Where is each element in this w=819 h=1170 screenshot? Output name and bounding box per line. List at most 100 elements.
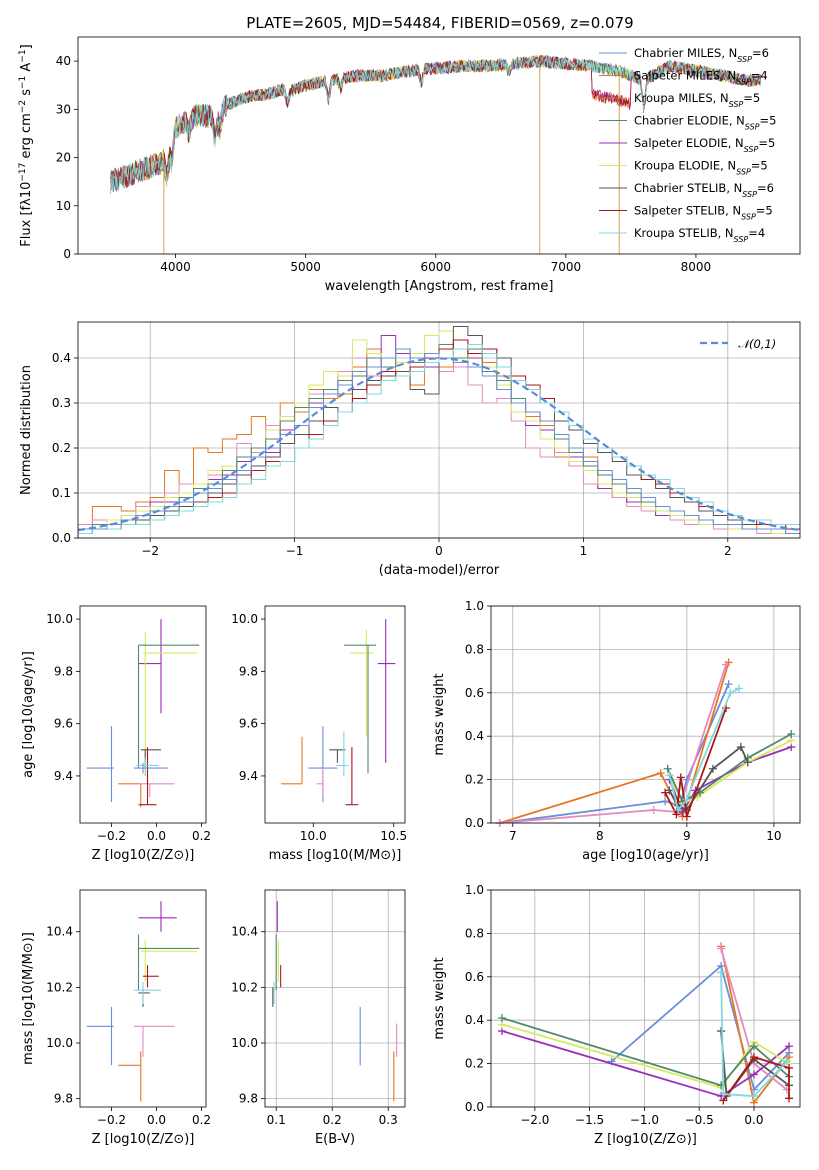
x-tick-label: 7000	[551, 260, 582, 274]
label-part: erg cm	[19, 113, 34, 162]
label-part: =5	[743, 91, 760, 105]
y-tick-label: 0.4	[465, 729, 484, 743]
data-point	[749, 1092, 758, 1101]
data-point	[661, 788, 670, 797]
legend-label: Salpeter STELIB, NSSP=5	[634, 204, 773, 222]
legend-label: Chabrier ELODIE, NSSP=5	[634, 114, 776, 132]
label-part: =5	[758, 136, 775, 150]
y-tick-label: 9.8	[54, 664, 73, 678]
axes-frame	[79, 889, 207, 1108]
x-tick-label: 0.0	[147, 1113, 166, 1127]
data-point	[678, 808, 687, 817]
data-point	[717, 944, 726, 953]
legend-label: Kroupa STELIB, NSSP=4	[634, 226, 765, 244]
weight-line	[666, 733, 792, 803]
label-part: Chabrier MILES, N	[634, 46, 737, 60]
legend-label: 𝒩(0,1)	[738, 337, 776, 351]
data-point	[749, 1042, 758, 1051]
label-part: Kroupa ELODIE, N	[634, 159, 736, 173]
x-tick-label: −1.0	[630, 1113, 659, 1127]
histogram-step	[78, 348, 800, 538]
y-tick-label: 0.4	[465, 1013, 484, 1027]
label-part: Salpeter ELODIE, N	[634, 136, 744, 150]
x-axis-label: age [log10(age/yr)]	[582, 848, 709, 863]
y-tick-label: 0.6	[465, 970, 484, 984]
y-tick-label: 0.6	[465, 686, 484, 700]
label-part: Salpeter MILES, N	[634, 69, 736, 83]
data-point	[649, 805, 658, 814]
y-tick-label: 9.6	[54, 717, 73, 731]
label-part: SSP	[734, 235, 749, 244]
data-point	[708, 764, 717, 773]
data-point	[719, 1089, 728, 1098]
x-axis-label: mass [log10(M/M⊙)]	[269, 848, 402, 863]
y-tick-label: 9.8	[239, 1092, 258, 1106]
y-tick-label: 9.8	[239, 664, 258, 678]
label-part: E(B-V)	[315, 1132, 355, 1147]
data-point	[672, 810, 681, 819]
x-tick-label: 0.0	[744, 1113, 763, 1127]
label-part: ]	[19, 44, 34, 49]
x-tick-label: −2.0	[520, 1113, 549, 1127]
y-tick-label: 10.4	[231, 925, 258, 939]
axes-frame	[264, 889, 406, 1108]
legend-label: Chabrier MILES, NSSP=6	[634, 46, 769, 64]
legend-label: Salpeter MILES, NSSP=4	[634, 69, 768, 87]
y-tick-label: 0.3	[52, 396, 71, 410]
axes-frame	[264, 605, 406, 824]
x-tick-label: 2	[724, 544, 732, 558]
data-point	[676, 773, 685, 782]
data-point	[726, 688, 735, 697]
y-tick-label: 0.0	[52, 531, 71, 545]
data-point	[497, 1014, 506, 1023]
spectrum-line	[110, 55, 762, 194]
weight-line	[722, 1056, 790, 1102]
y-tick-label: 40	[56, 54, 71, 68]
x-tick-label: 8000	[681, 260, 712, 274]
label-part: mass [log10(M/M⊙)]	[269, 848, 402, 863]
axes-frame	[490, 605, 801, 824]
label-part: −1	[18, 76, 28, 89]
y-axis-label: Normed distribution	[19, 365, 34, 495]
data-point	[785, 1042, 794, 1051]
label-part: =4	[751, 69, 768, 83]
x-tick-label: 9	[683, 829, 691, 843]
label-part: mass weight	[432, 957, 447, 1039]
data-point	[717, 968, 726, 977]
y-axis-label: age [log10(age/yr)]	[21, 651, 36, 778]
x-tick-label: −1	[286, 544, 304, 558]
weight-line	[501, 1017, 790, 1087]
label-part: =5	[760, 114, 777, 128]
label-part: Chabrier ELODIE, N	[634, 114, 745, 128]
data-point	[787, 730, 796, 739]
y-axis-label: mass weight	[432, 957, 447, 1039]
data-point	[682, 812, 691, 821]
label-part: SSP	[737, 55, 752, 64]
data-point	[743, 758, 752, 767]
y-tick-label: 1.0	[465, 883, 484, 897]
label-part: =5	[751, 159, 768, 173]
axes-frame	[77, 36, 801, 255]
x-tick-label: 0.3	[379, 1113, 398, 1127]
label-part: SSP	[744, 145, 759, 154]
label-part: (data-model)/error	[379, 563, 500, 578]
label-part: Kroupa STELIB, N	[634, 226, 734, 240]
histogram-step	[78, 326, 800, 538]
label-part: Z [log10(Z/Z⊙)]	[92, 848, 195, 863]
x-tick-label: 0.0	[147, 829, 166, 843]
label-part: −17	[18, 163, 28, 182]
label-part: wavelength [Angstrom, rest frame]	[325, 279, 554, 294]
label-part: Normed distribution	[19, 365, 34, 495]
y-axis-label: Flux [fλ10−17 erg cm−2 s−1 A−1]	[18, 44, 34, 246]
y-tick-label: 0.8	[465, 642, 484, 656]
x-tick-label: 1	[580, 544, 588, 558]
label-part: =6	[752, 46, 769, 60]
y-tick-label: 9.4	[239, 769, 258, 783]
x-axis-label: E(B-V)	[315, 1132, 355, 1147]
label-part: Salpeter STELIB, N	[634, 204, 741, 218]
label-part: Z [log10(Z/Z⊙)]	[92, 1132, 195, 1147]
y-axis-label: mass [log10(M/M⊙)]	[21, 932, 36, 1065]
y-tick-label: 0.1	[52, 486, 71, 500]
y-tick-label: 0.2	[465, 773, 484, 787]
